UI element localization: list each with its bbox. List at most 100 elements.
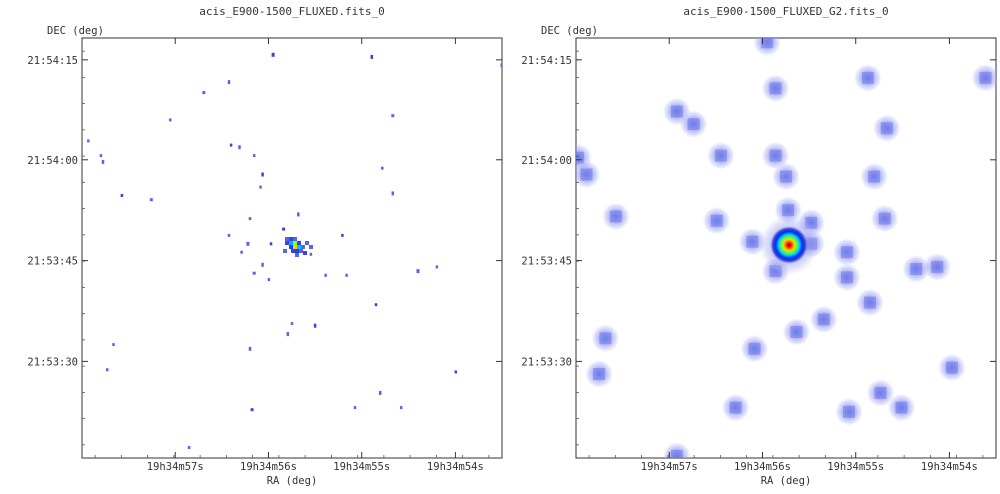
left-chart-title: acis_E900-1500_FLUXED.fits_0 (199, 5, 384, 18)
event-pixel (353, 406, 357, 410)
source-pixel (309, 245, 313, 249)
event-pixel (282, 227, 286, 231)
smoothed-blob (887, 393, 916, 422)
y-tick-label: 21:53:30 (521, 356, 572, 368)
smoothed-blob (761, 141, 790, 170)
y-tick-label: 21:53:30 (27, 356, 78, 368)
source-pixel (293, 245, 297, 249)
smoothed-blob (782, 318, 811, 346)
y-tick-label: 21:54:00 (521, 155, 572, 167)
x-tick-label: 19h34m57s (147, 461, 204, 473)
blob-core (599, 332, 612, 345)
smoothed-blob (856, 288, 884, 317)
blob-core (790, 326, 803, 338)
y-tick-label: 21:54:15 (27, 55, 78, 67)
event-pixel (391, 114, 395, 118)
source-pixel (297, 241, 301, 245)
event-pixel (120, 194, 124, 197)
blob-core (761, 38, 774, 49)
event-pixel (202, 91, 206, 95)
blob-core (979, 71, 992, 84)
x-tick-label: 19h34m54s (427, 461, 484, 473)
event-pixel (112, 343, 115, 347)
event-pixel (105, 368, 109, 372)
event-pixel (227, 80, 231, 85)
x-tick-label: 19h34m55s (333, 461, 390, 473)
smoothed-blob (576, 160, 601, 189)
smoothed-blob (740, 334, 769, 363)
event-pixel (500, 63, 502, 68)
y-tick-label: 21:54:00 (27, 155, 78, 167)
event-pixel (87, 139, 90, 143)
x-tick-label: 19h34m56s (734, 461, 791, 473)
smoothed-blob (902, 255, 931, 283)
right-panel: acis_E900-1500_FLUXED_G2.fits_0 DEC (deg… (521, 5, 997, 487)
event-pixel (240, 250, 243, 254)
event-pixel (324, 273, 327, 277)
source-pixel (293, 237, 297, 241)
event-pixel (435, 265, 439, 269)
smoothed-blob (721, 393, 750, 422)
x-tick-label: 19h34m57s (641, 461, 698, 473)
x-tick-label: 19h34m55s (827, 461, 884, 473)
x-tick-label: 19h34m54s (921, 461, 978, 473)
smoothed-blob (937, 353, 966, 382)
smoothed-blob (872, 114, 901, 143)
smoothed-blob (832, 238, 861, 267)
event-pixel (252, 271, 256, 275)
blob-core (780, 170, 792, 183)
event-pixel (259, 185, 262, 189)
blob-core (687, 118, 700, 131)
source-pixel (293, 241, 297, 245)
smoothed-blob (866, 378, 895, 407)
event-pixel (341, 233, 344, 237)
event-pixel (381, 166, 384, 170)
blob-core (769, 149, 782, 162)
right-y-axis-label: DEC (deg) (541, 25, 598, 37)
blob-core (710, 214, 723, 227)
smoothed-blob (662, 97, 691, 126)
blob-core (782, 204, 795, 217)
blob-core (729, 401, 742, 414)
event-pixel (416, 269, 420, 274)
source-pixel (289, 241, 293, 245)
blob-core (817, 313, 830, 326)
event-pixel (248, 217, 252, 221)
blob-core (931, 260, 944, 273)
blob-core (878, 212, 891, 225)
event-pixel (271, 52, 275, 57)
smoothed-blob (971, 63, 996, 92)
smoothed-blob (761, 74, 790, 103)
event-pixel (149, 198, 153, 202)
blob-core (843, 405, 855, 418)
event-pixel (246, 241, 250, 246)
blob-core (868, 170, 881, 183)
smoothed-blob (601, 202, 630, 231)
event-pixel (99, 154, 103, 158)
blob-core (609, 210, 622, 223)
event-pixel (248, 346, 252, 351)
event-pixel (267, 278, 271, 281)
left-x-axis-label: RA (deg) (267, 475, 318, 487)
event-pixel (313, 323, 317, 328)
left-ticks: 19h34m57s 19h34m56s 19h34m55s 19h34m54s 21:5… (27, 38, 502, 473)
event-pixel (269, 242, 273, 246)
source-pixel (301, 245, 305, 249)
blob-core (748, 342, 761, 355)
event-pixel (168, 118, 172, 122)
blob-core (880, 122, 893, 135)
smoothed-blob (753, 38, 782, 57)
blob-core (861, 71, 874, 84)
blob-core (670, 449, 683, 458)
event-pixel (374, 303, 378, 307)
source-pixel (289, 237, 293, 241)
event-pixel (391, 191, 395, 196)
blob-core (670, 105, 683, 118)
smoothed-blob (870, 204, 899, 233)
y-tick-label: 21:53:45 (27, 256, 78, 268)
right-source (759, 215, 819, 275)
event-pixel (229, 143, 233, 147)
right-ticks: 19h34m57s 19h34m56s 19h34m55s 19h34m54s 21:5… (521, 38, 996, 473)
smoothed-blob (853, 63, 882, 92)
event-pixel (286, 332, 290, 337)
